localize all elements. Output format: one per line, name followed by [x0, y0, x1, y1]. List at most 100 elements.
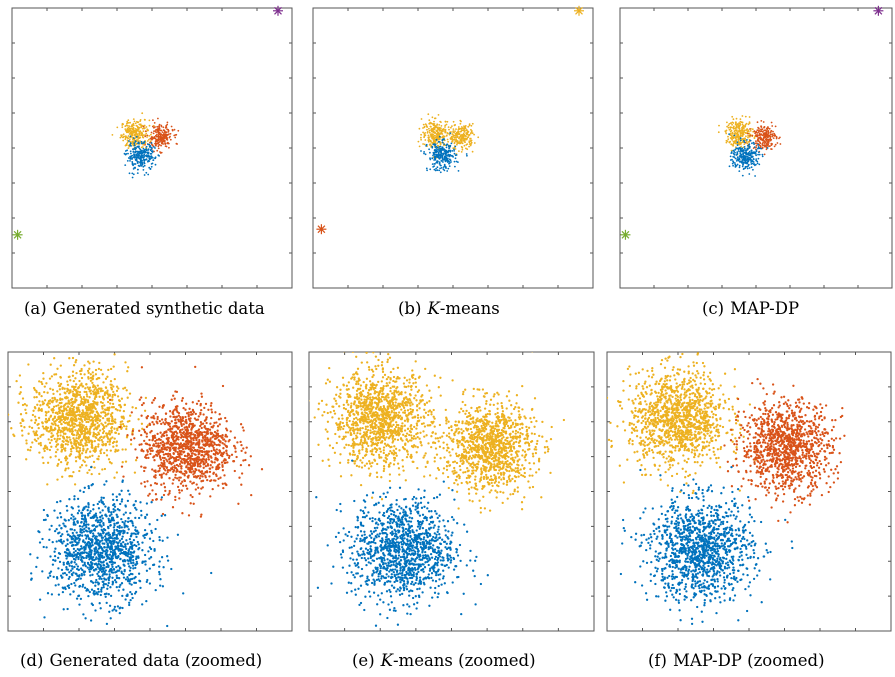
- data-point: [443, 138, 445, 141]
- data-point: [152, 563, 156, 566]
- data-point: [129, 143, 132, 146]
- data-point: [31, 413, 35, 417]
- data-point: [444, 159, 447, 162]
- data-point: [756, 162, 759, 165]
- data-point: [148, 422, 151, 425]
- data-point: [97, 443, 100, 446]
- data-point: [441, 138, 444, 141]
- data-point: [228, 454, 231, 458]
- data-point: [751, 152, 754, 155]
- data-point: [150, 501, 153, 504]
- data-point: [66, 423, 69, 426]
- data-point: [114, 448, 117, 451]
- data-point: [162, 139, 165, 141]
- data-point: [167, 423, 170, 426]
- data-point: [43, 399, 47, 402]
- data-point: [175, 133, 178, 136]
- data-point: [200, 513, 203, 516]
- data-point: [74, 361, 77, 364]
- data-point: [207, 443, 210, 446]
- data-point: [211, 487, 214, 491]
- data-point: [56, 432, 59, 435]
- data-point: [171, 506, 175, 509]
- data-point: [54, 411, 57, 415]
- data-point: [172, 409, 175, 412]
- data-point: [162, 434, 166, 438]
- data-point: [466, 154, 468, 157]
- data-point: [83, 418, 87, 421]
- data-point: [753, 146, 756, 149]
- data-point: [146, 128, 149, 131]
- data-point: [50, 408, 53, 411]
- data-point: [747, 135, 749, 137]
- data-point: [121, 124, 124, 126]
- data-point: [453, 150, 455, 152]
- data-point: [51, 396, 54, 400]
- data-point: [204, 438, 207, 441]
- data-point: [144, 154, 147, 157]
- data-point: [39, 444, 43, 447]
- data-point: [192, 436, 195, 440]
- data-point: [149, 137, 152, 140]
- data-point: [103, 467, 107, 471]
- data-point: [46, 404, 49, 407]
- data-point: [91, 454, 94, 457]
- data-point: [73, 443, 76, 446]
- data-point: [440, 164, 442, 167]
- data-point: [168, 410, 172, 413]
- data-point: [112, 508, 115, 511]
- data-point: [78, 393, 82, 397]
- data-point: [98, 429, 102, 432]
- data-point: [147, 173, 150, 176]
- data-point: [183, 426, 186, 429]
- data-point: [162, 472, 165, 475]
- data-point: [753, 143, 755, 146]
- data-point: [220, 436, 224, 439]
- data-point: [772, 137, 775, 140]
- chart-d: [7, 351, 293, 632]
- data-point: [160, 422, 163, 426]
- data-point: [217, 484, 220, 487]
- data-point: [79, 466, 82, 469]
- data-point: [71, 385, 74, 388]
- data-point: [160, 475, 163, 478]
- data-point: [78, 435, 82, 438]
- data-point: [183, 442, 186, 445]
- data-point: [450, 136, 453, 139]
- data-point: [51, 434, 55, 437]
- data-point: [154, 147, 156, 149]
- data-point: [41, 421, 44, 424]
- data-point: [141, 427, 144, 430]
- data-point: [199, 424, 202, 428]
- data-point: [260, 468, 264, 471]
- data-point: [121, 422, 125, 426]
- data-point: [129, 160, 131, 162]
- data-point: [47, 417, 51, 420]
- data-point: [200, 392, 203, 395]
- data-point: [160, 125, 163, 128]
- data-point: [40, 380, 43, 384]
- data-point: [741, 115, 744, 117]
- data-point: [21, 397, 25, 400]
- data-point: [464, 129, 466, 132]
- data-point: [424, 153, 427, 156]
- data-point: [95, 402, 98, 406]
- data-point: [165, 458, 168, 461]
- data-point: [440, 151, 443, 154]
- data-point: [439, 171, 442, 174]
- data-point: [134, 155, 136, 158]
- data-point: [730, 134, 733, 137]
- data-point: [199, 411, 202, 415]
- data-point: [159, 458, 163, 461]
- data-point: [446, 138, 449, 141]
- data-point: [165, 421, 168, 424]
- data-point: [767, 133, 769, 136]
- data-point: [68, 402, 71, 405]
- data-point: [215, 451, 219, 454]
- data-point: [194, 412, 197, 416]
- data-point: [226, 461, 229, 464]
- data-point: [140, 414, 143, 417]
- data-point: [47, 430, 50, 433]
- data-point: [225, 420, 228, 423]
- data-point: [245, 446, 248, 449]
